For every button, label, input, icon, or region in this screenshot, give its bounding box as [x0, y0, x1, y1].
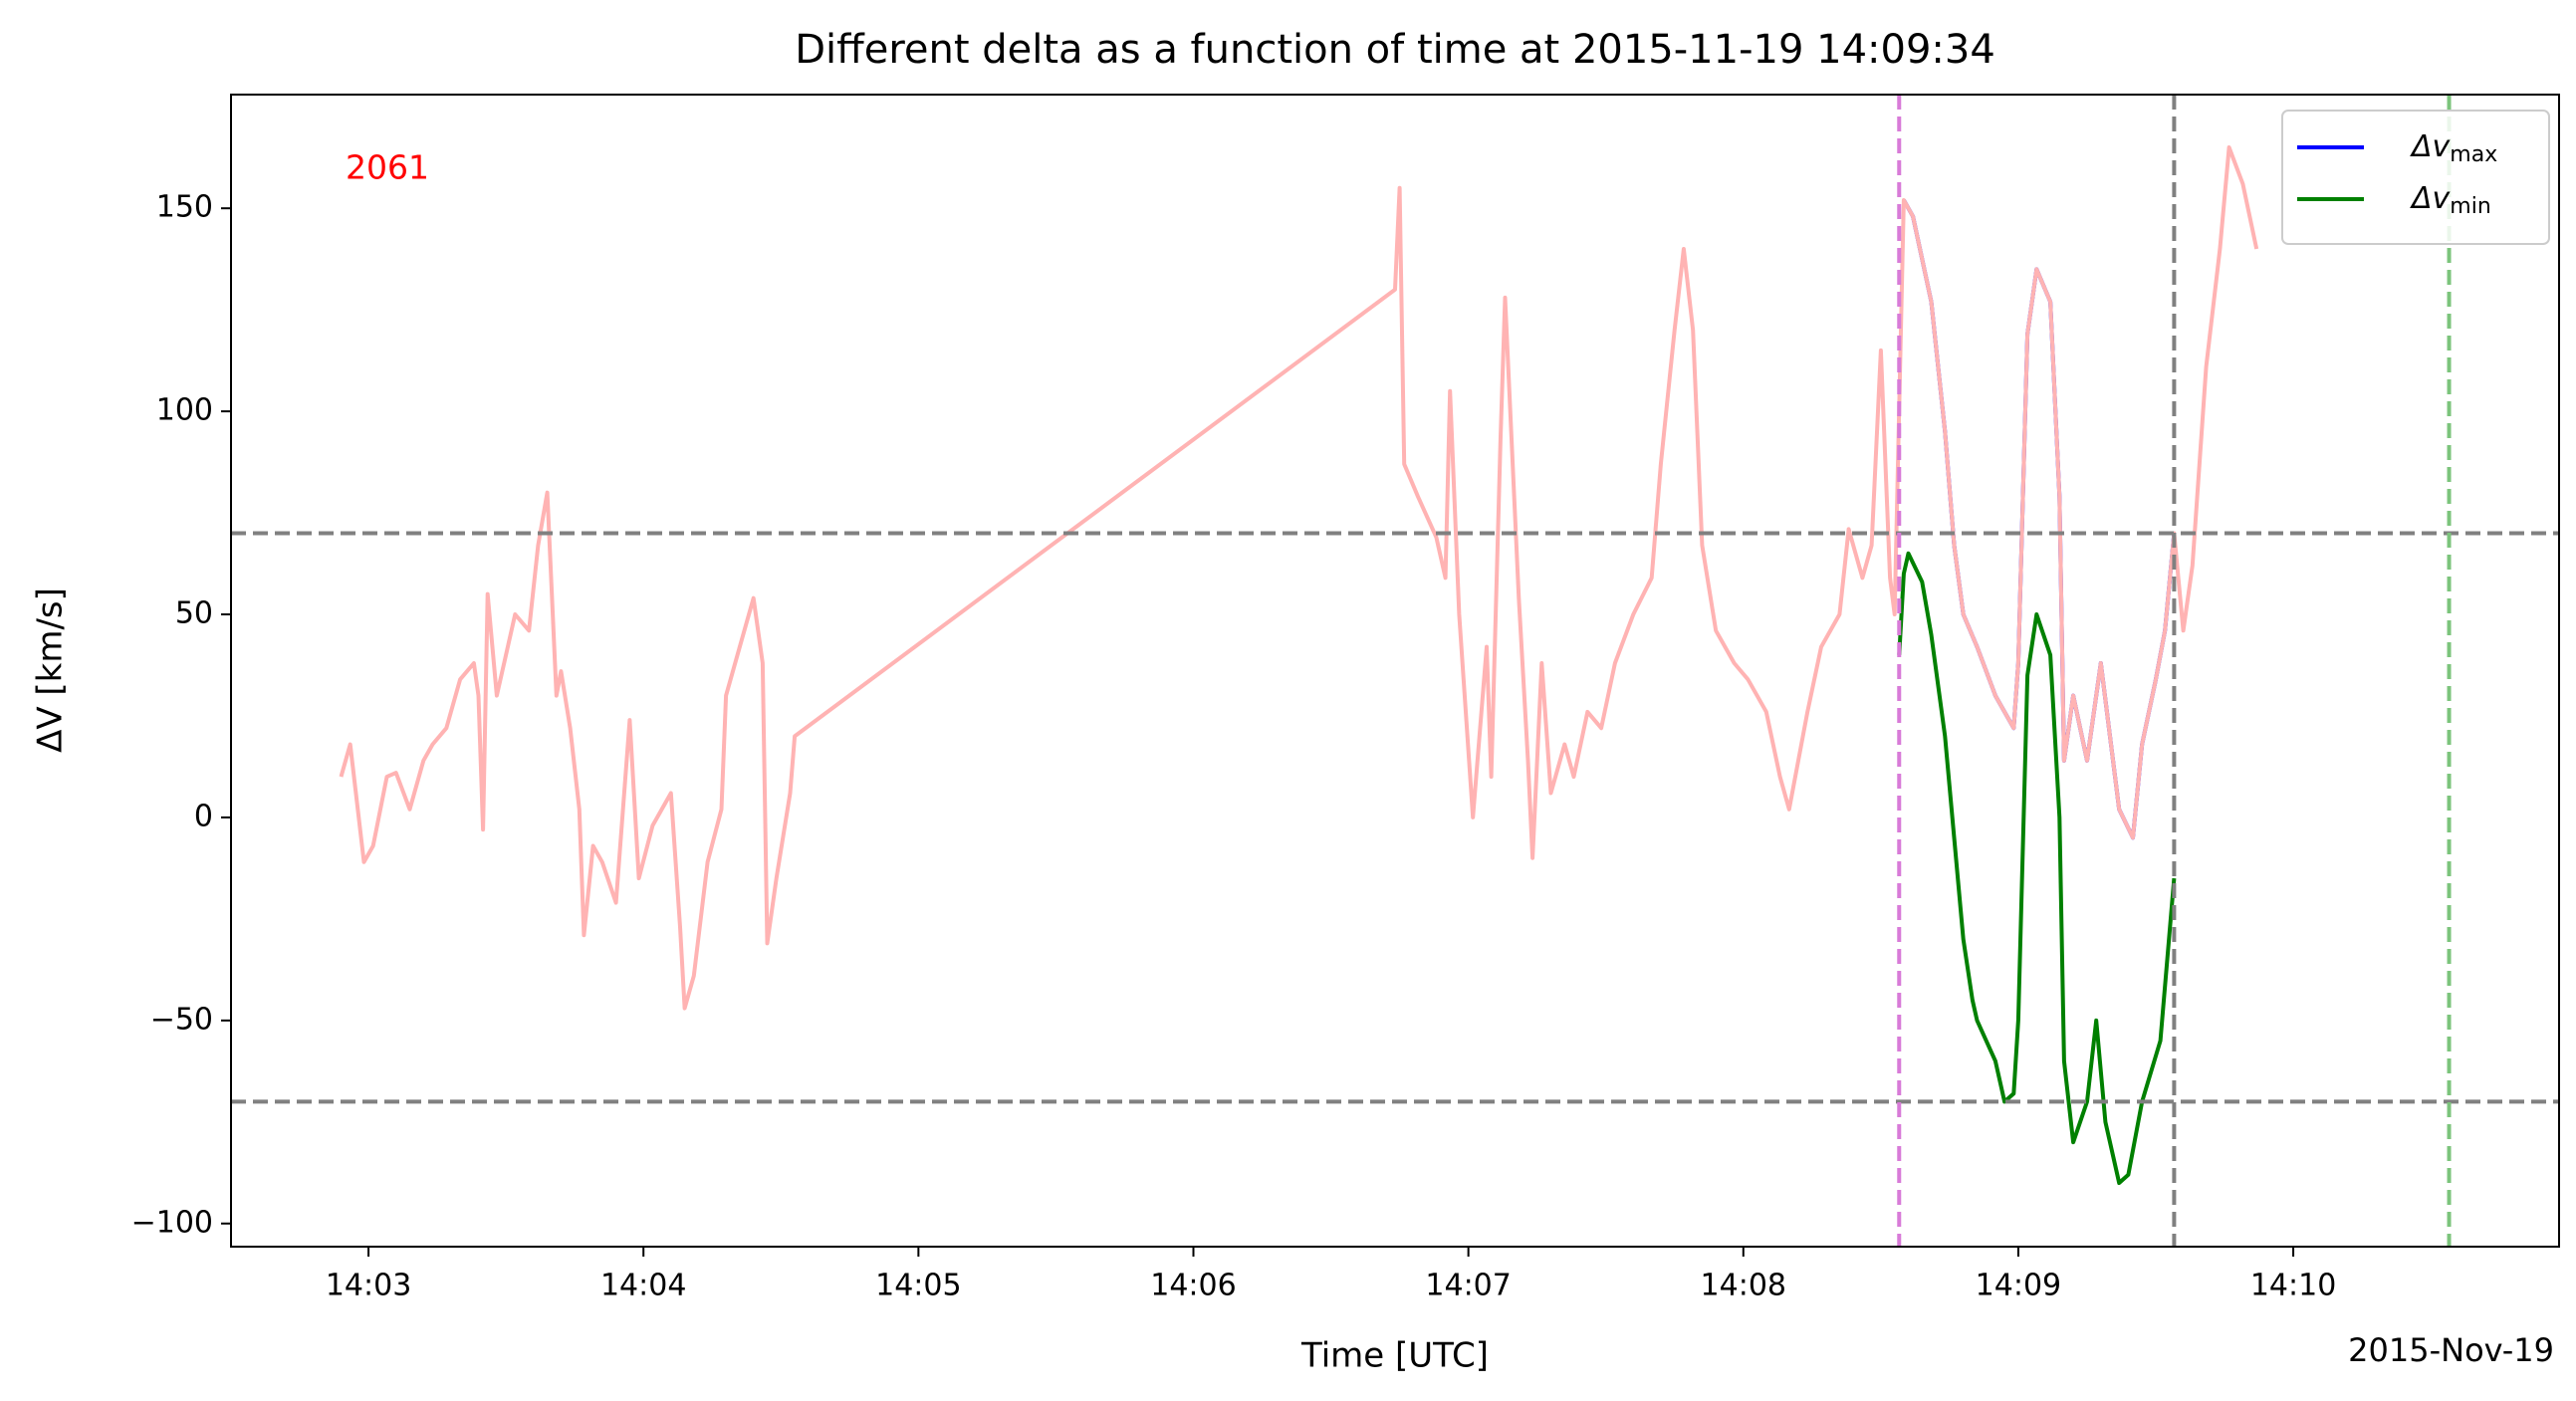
x-tick-label: 14:04 [600, 1269, 686, 1303]
y-axis-label: ΔV [km/s] [31, 587, 71, 753]
y-tick-label: 100 [156, 393, 213, 428]
x-tick-label: 14:06 [1150, 1269, 1236, 1303]
series-line [339, 145, 2259, 1011]
axes-frame [230, 94, 2560, 1248]
x-tick-label: 14:09 [1976, 1269, 2061, 1303]
y-tick-label: −100 [131, 1205, 213, 1240]
plot-area [231, 95, 2559, 1247]
x-tick-label: 14:05 [875, 1269, 961, 1303]
legend-label: Δvmax [2410, 129, 2497, 168]
x-tick-label: 14:10 [2250, 1269, 2336, 1303]
y-tick-label: 0 [194, 799, 213, 833]
legend-name: Δv [2410, 181, 2452, 216]
y-tick-label: −50 [150, 1002, 213, 1037]
x-tick-label: 14:08 [1701, 1269, 1786, 1303]
legend-name: Δv [2410, 129, 2452, 164]
x-axis-label: Time [UTC] [1300, 1336, 1489, 1376]
series-line [1897, 551, 2177, 1185]
legend-subscript: min [2450, 194, 2491, 219]
annotation: 2061 [346, 148, 429, 187]
date-label: 2015-Nov-19 [2348, 1331, 2554, 1369]
legend-subscript: max [2450, 142, 2497, 167]
y-tick-label: 50 [175, 596, 213, 631]
y-tick-label: 150 [156, 190, 213, 225]
legend-box [2281, 110, 2550, 245]
x-tick-label: 14:07 [1425, 1269, 1511, 1303]
chart-title: Different delta as a function of time at… [795, 27, 1995, 73]
legend-label: Δvmin [2410, 181, 2491, 220]
x-tick-label: 14:03 [326, 1269, 411, 1303]
